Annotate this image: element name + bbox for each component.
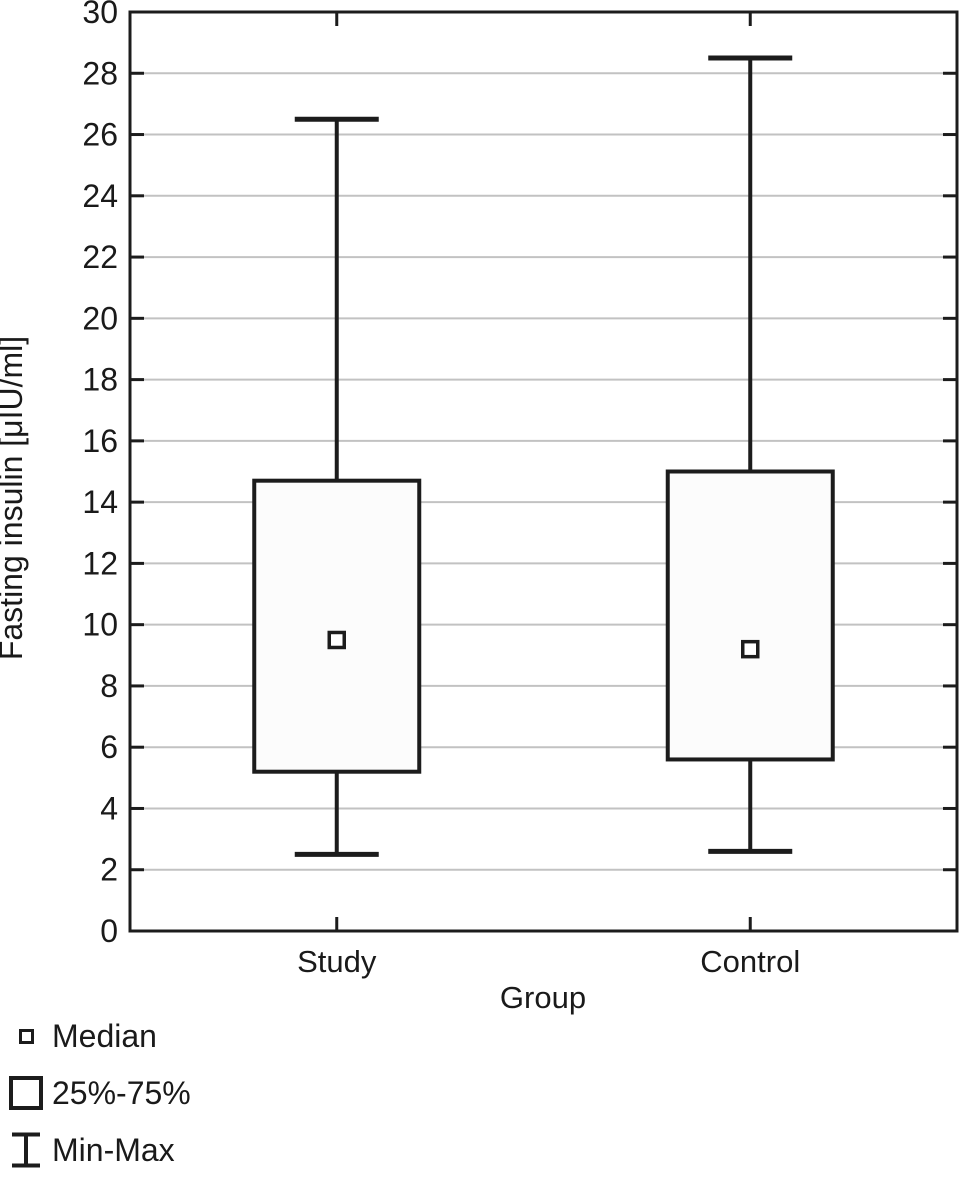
min-max-whisker-icon <box>12 1132 40 1168</box>
y-tick-label: 12 <box>82 545 118 581</box>
median-marker-control <box>741 639 760 659</box>
y-tick-label: 6 <box>100 729 118 765</box>
box-whisker-series <box>252 55 835 857</box>
legend-label-iqr: 25%-75% <box>52 1075 191 1111</box>
y-tick-label: 4 <box>100 790 118 826</box>
median-marker-study <box>327 630 346 650</box>
y-tick-label: 30 <box>82 0 118 30</box>
iqr-box-control <box>665 469 835 762</box>
legend-item-minmax: Min-Max <box>0 1132 175 1168</box>
x-category-labels: Study Control <box>297 944 800 979</box>
legend-label-median: Median <box>52 1018 157 1054</box>
y-tick-label: 22 <box>82 239 118 275</box>
y-tick-label: 10 <box>82 607 118 643</box>
y-axis-title: Fasting insulin [μIU/ml] <box>0 336 29 660</box>
y-tick-label: 2 <box>100 852 118 888</box>
y-tick-label: 24 <box>82 178 118 214</box>
y-tick-label: 18 <box>82 362 118 398</box>
y-tick-label: 14 <box>82 484 118 520</box>
plot-border <box>128 10 959 933</box>
y-tick-label: 8 <box>100 668 118 704</box>
plot-frame <box>128 10 959 933</box>
y-tick-label: 28 <box>82 55 118 91</box>
axis-ticks <box>130 12 957 931</box>
category-label: Control <box>700 944 800 979</box>
iqr-box-study <box>252 478 422 774</box>
y-tick-label: 26 <box>82 117 118 153</box>
y-tick-label: 0 <box>100 913 118 949</box>
legend-item-iqr: 25%-75% <box>0 1076 191 1110</box>
legend-item-median: Median <box>0 1018 157 1054</box>
x-axis-title: Group <box>500 980 586 1015</box>
legend-label-minmax: Min-Max <box>52 1132 175 1168</box>
iqr-box-icon <box>9 1076 43 1110</box>
category-label: Study <box>297 944 377 979</box>
y-tick-label: 20 <box>82 300 118 336</box>
y-tick-label: 16 <box>82 423 118 459</box>
median-marker-icon <box>18 1028 34 1044</box>
